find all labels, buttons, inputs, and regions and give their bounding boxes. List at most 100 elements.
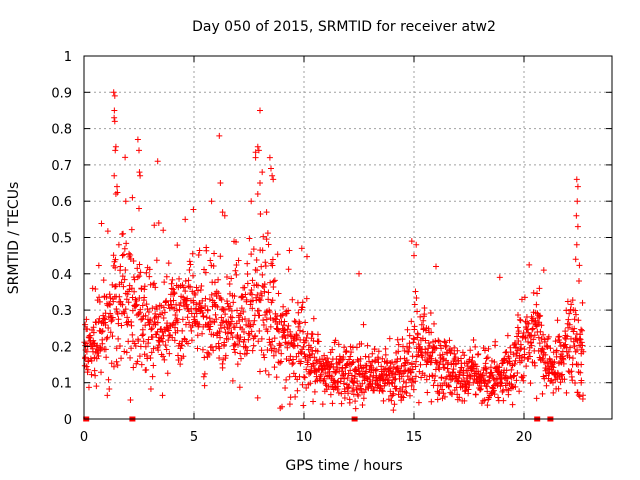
- data-point: [88, 357, 95, 364]
- data-point: [561, 376, 568, 383]
- data-point: [558, 372, 565, 379]
- data-point: [121, 276, 128, 283]
- data-point: [257, 297, 264, 304]
- data-point: [579, 327, 586, 334]
- data-point: [537, 312, 544, 319]
- data-point: [136, 147, 142, 154]
- data-point: [398, 363, 405, 370]
- data-point: [165, 302, 172, 309]
- data-point: [175, 357, 182, 364]
- data-point: [422, 346, 429, 353]
- data-point: [198, 283, 205, 290]
- data-point: [270, 176, 277, 183]
- data-point: [524, 319, 531, 326]
- data-point: [242, 291, 249, 298]
- data-point: [282, 385, 289, 392]
- data-point: [441, 364, 448, 371]
- data-point: [367, 373, 374, 380]
- data-point: [90, 329, 97, 336]
- data-point: [394, 336, 401, 343]
- data-point: [250, 246, 257, 253]
- data-point: [300, 343, 307, 350]
- data-point: [502, 349, 509, 356]
- data-point: [428, 398, 435, 405]
- data-point: [289, 296, 296, 303]
- data-point: [141, 283, 148, 290]
- data-point: [451, 344, 458, 351]
- data-point: [91, 367, 98, 374]
- data-point: [150, 362, 157, 369]
- data-point: [114, 362, 121, 369]
- data-point: [418, 321, 425, 328]
- data-point: [109, 333, 116, 340]
- data-point: [112, 256, 119, 263]
- data-point: [95, 262, 102, 269]
- data-point: [457, 368, 464, 375]
- data-point: [395, 341, 402, 348]
- data-point: [182, 321, 189, 328]
- data-point: [160, 227, 167, 234]
- data-point: [572, 379, 579, 386]
- data-point: [289, 361, 296, 368]
- data-point: [159, 310, 166, 317]
- data-point: [571, 325, 578, 332]
- data-point: [99, 340, 106, 347]
- data-point: [177, 361, 184, 368]
- data-point: [110, 252, 117, 259]
- data-point: [219, 209, 226, 216]
- data-point: [218, 314, 225, 321]
- data-point: [293, 331, 300, 338]
- data-point: [385, 377, 392, 384]
- data-point: [408, 382, 415, 389]
- data-point: [359, 402, 366, 409]
- data-point: [373, 366, 380, 373]
- data-point: [259, 169, 266, 176]
- data-point: [120, 230, 127, 237]
- data-point: [479, 372, 486, 379]
- data-point: [248, 291, 255, 298]
- data-point: [303, 295, 310, 302]
- data-point: [307, 380, 314, 387]
- data-point: [84, 366, 91, 373]
- data-point: [113, 345, 120, 352]
- data-point: [341, 344, 348, 351]
- data-point: [521, 294, 528, 301]
- data-point: [434, 396, 441, 403]
- data-point: [115, 335, 122, 342]
- data-point: [510, 351, 517, 358]
- data-point: [516, 388, 523, 395]
- data-point: [395, 348, 402, 355]
- data-point: [555, 370, 562, 377]
- data-point: [311, 388, 318, 395]
- data-point: [115, 316, 122, 323]
- data-point: [109, 314, 116, 321]
- data-point: [369, 376, 376, 383]
- data-point: [258, 263, 265, 270]
- data-point: [217, 180, 224, 187]
- data-point: [300, 402, 307, 409]
- data-point: [202, 269, 209, 276]
- y-axis-label: SRMTID / TECUs: [6, 182, 22, 295]
- data-point: [353, 344, 360, 351]
- data-point: [462, 383, 469, 390]
- data-point: [360, 321, 367, 328]
- data-point: [112, 264, 119, 271]
- data-point: [280, 327, 287, 334]
- data-point: [202, 295, 209, 302]
- data-point: [576, 262, 583, 269]
- data-point: [425, 339, 432, 346]
- data-point: [489, 372, 496, 379]
- data-point: [503, 374, 510, 381]
- data-point: [484, 388, 491, 395]
- data-point: [235, 257, 242, 264]
- data-point: [300, 373, 307, 380]
- data-point: [554, 317, 561, 324]
- data-point: [513, 377, 520, 384]
- data-point: [143, 269, 150, 276]
- data-point: [329, 346, 336, 353]
- data-point: [431, 345, 438, 352]
- data-point: [356, 270, 362, 277]
- data-point: [470, 337, 477, 344]
- data-point: [445, 359, 452, 366]
- data-point: [384, 376, 391, 383]
